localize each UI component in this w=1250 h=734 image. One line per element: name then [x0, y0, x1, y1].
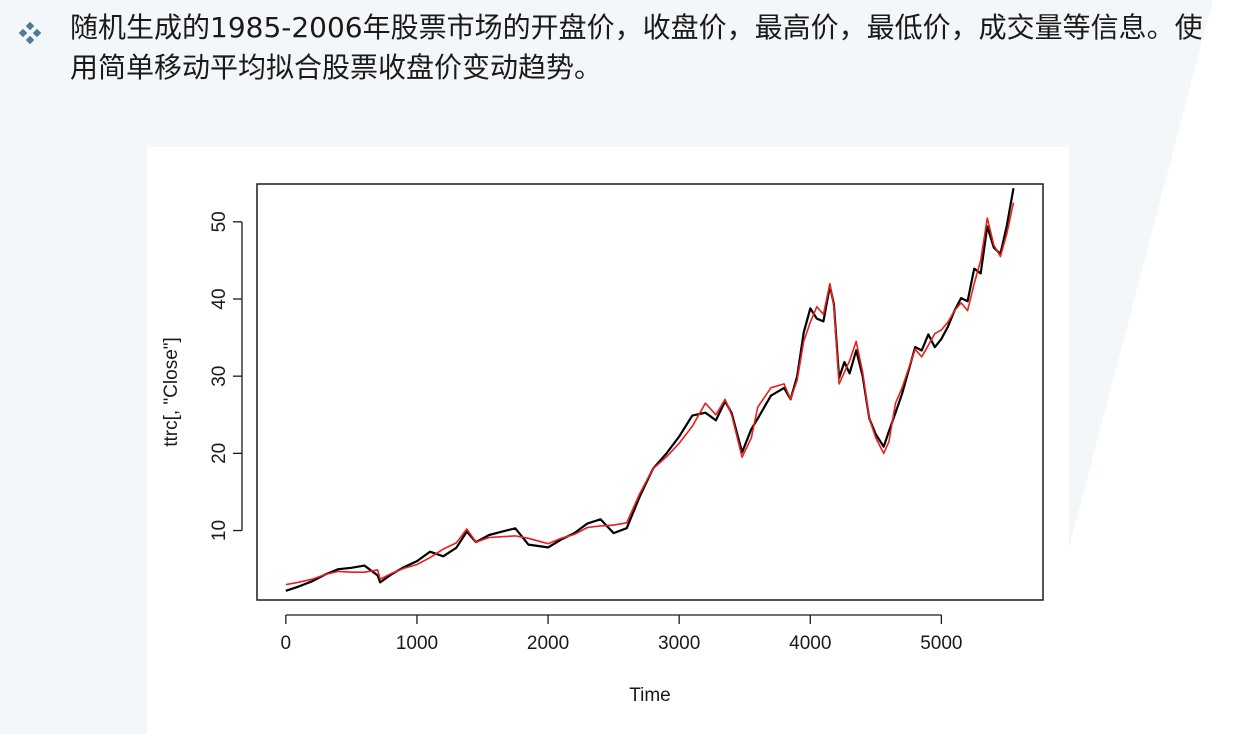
x-tick-label: 3000	[658, 633, 700, 654]
y-tick-label: 30	[209, 366, 230, 387]
series-layer	[285, 188, 1015, 592]
x-tick-label: 5000	[920, 633, 962, 654]
y-axis: 10 20 30 40 50	[209, 211, 243, 541]
series-line-close	[285, 188, 1015, 592]
line-chart: 0 1000 2000 3000 4000 5000 10 20 30 40 50 Time tt…	[161, 183, 1044, 706]
y-tick-label: 50	[209, 211, 230, 232]
plot-area-box	[256, 183, 1044, 601]
y-axis-label: ttrc[, "Close"]	[161, 337, 182, 447]
y-tick-label: 40	[209, 288, 230, 309]
y-tick-label: 20	[209, 443, 230, 464]
y-tick-label: 10	[209, 520, 230, 541]
diamond-bullet-icon	[18, 21, 42, 45]
heading-text: 随机生成的1985-2006年股票市场的开盘价，收盘价，最高价，最低价，成交量等…	[70, 11, 1203, 84]
x-axis-label: Time	[629, 685, 671, 706]
x-tick-label: 4000	[789, 633, 831, 654]
x-tick-label: 0	[281, 633, 292, 654]
chart-figure: 0 1000 2000 3000 4000 5000 10 20 30 40 50 Time tt…	[147, 147, 1069, 734]
x-tick-label: 1000	[396, 633, 438, 654]
x-tick-label: 2000	[527, 633, 569, 654]
x-axis: 0 1000 2000 3000 4000 5000	[281, 614, 963, 654]
series-line-sma	[285, 202, 1015, 586]
